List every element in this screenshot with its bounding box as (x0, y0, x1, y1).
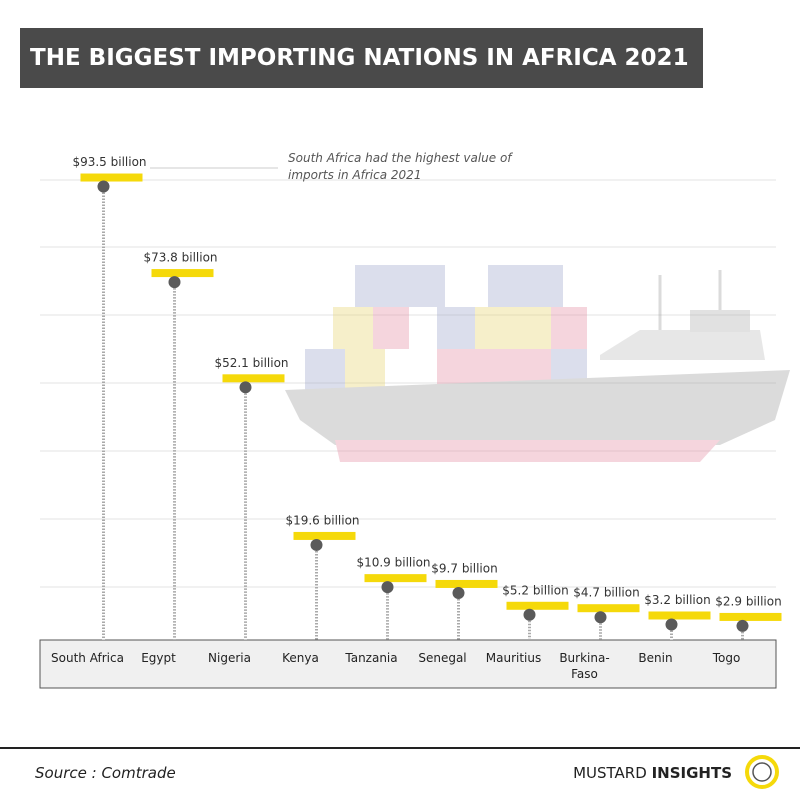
category-label: Burkina- Faso (559, 651, 610, 681)
category-label: Kenya (282, 651, 319, 665)
value-label: $5.2 billion (502, 583, 568, 597)
dot (310, 538, 323, 551)
highlight-bar (293, 531, 356, 540)
dot (523, 608, 536, 621)
category-label: Togo (712, 651, 741, 665)
highlight-bar (435, 579, 498, 588)
ship-illustration (285, 265, 790, 462)
chart-title: THE BIGGEST IMPORTING NATIONS IN AFRICA … (20, 28, 703, 88)
category-label: Tanzania (345, 651, 398, 665)
dot (239, 381, 252, 394)
value-label: $4.7 billion (573, 586, 639, 600)
value-label: $52.1 billion (214, 356, 288, 370)
category-label: Mauritius (485, 651, 542, 665)
baseline-box (39, 639, 777, 689)
highlight-bar (80, 173, 143, 182)
value-label: $9.7 billion (431, 561, 497, 575)
dot (381, 581, 394, 594)
grid-decoration (40, 179, 776, 588)
value-label: $2.9 billion (715, 594, 781, 608)
dot (97, 180, 110, 193)
highlight-bar (151, 269, 214, 278)
dot (452, 586, 465, 599)
category-label: South Africa (51, 651, 124, 665)
value-label: $19.6 billion (285, 513, 359, 527)
category-label: Senegal (418, 651, 467, 665)
category-label: Nigeria (208, 651, 251, 665)
highlight-bar (648, 611, 711, 620)
brand: MUSTARD INSIGHTS (573, 764, 732, 782)
dot (168, 276, 181, 289)
highlight-bar (222, 374, 285, 383)
value-label: $93.5 billion (72, 155, 146, 169)
highlight-bar (364, 574, 427, 583)
highlight-bar (577, 604, 640, 613)
dot (736, 619, 749, 632)
brand-bold: INSIGHTS (651, 764, 732, 782)
annotation: South Africa had the highest value of im… (288, 151, 512, 182)
category-label: Egypt (141, 651, 176, 665)
highlight-bar (719, 612, 782, 621)
value-label: $10.9 billion (356, 556, 430, 570)
dot (594, 611, 607, 624)
value-label: $73.8 billion (143, 251, 217, 265)
highlight-bar (506, 601, 569, 610)
brand-light: MUSTARD (573, 764, 647, 782)
category-label: Benin (638, 651, 673, 665)
dot (665, 618, 678, 631)
value-label: $3.2 billion (644, 593, 710, 607)
logo (745, 755, 779, 789)
source: Source : Comtrade (35, 764, 176, 782)
